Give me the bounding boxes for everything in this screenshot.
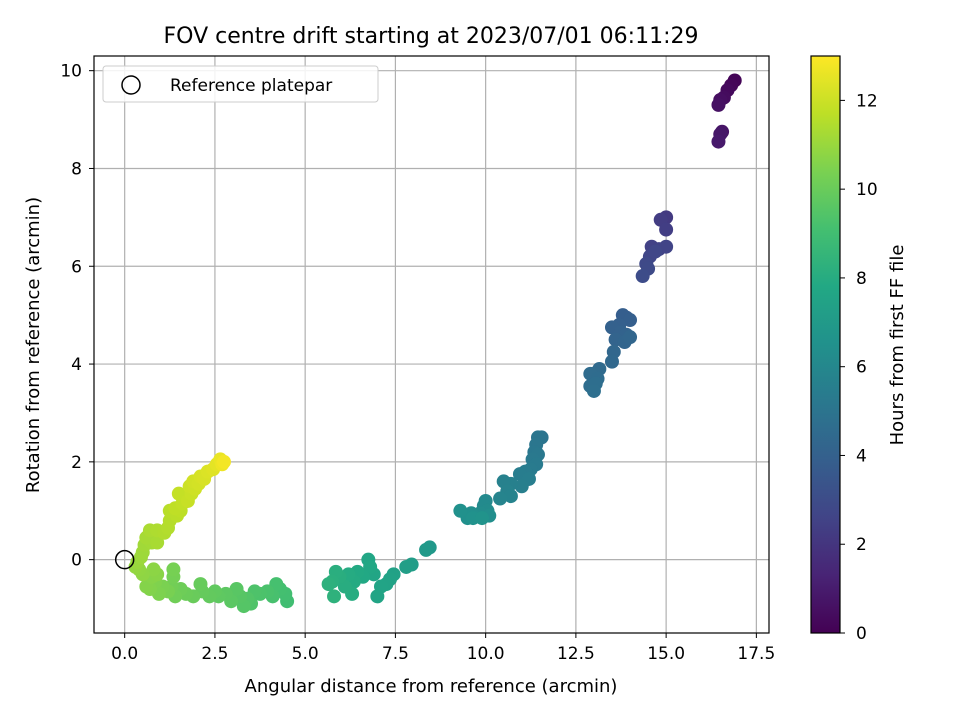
data-point (453, 503, 468, 518)
x-axis-ticks: 0.0 2.5 5.0 7.5 10.0 12.5 15.0 17.5 (111, 633, 775, 664)
colorbar-tick-label: 6 (856, 358, 867, 378)
data-points (128, 73, 742, 614)
x-tick-label: 10.0 (467, 644, 505, 664)
y-tick-label: 10 (60, 62, 82, 82)
y-axis-label: Rotation from reference (arcmin) (23, 197, 44, 493)
data-point (216, 454, 231, 469)
y-axis-ticks: 0 2 4 6 8 10 (60, 62, 94, 571)
data-point (711, 97, 726, 112)
y-tick-label: 0 (71, 551, 82, 571)
data-point (166, 562, 181, 577)
legend-label: Reference platepar (170, 76, 332, 96)
data-point (659, 222, 674, 237)
grid (94, 56, 769, 633)
data-point (193, 577, 208, 592)
x-tick-label: 2.5 (201, 644, 228, 664)
colorbar-label: Hours from first FF file (887, 245, 908, 446)
y-tick-label: 2 (71, 453, 82, 473)
data-point (146, 562, 161, 577)
x-tick-label: 5.0 (292, 644, 319, 664)
legend: Reference platepar (102, 65, 379, 103)
data-point (648, 244, 663, 259)
data-point (503, 489, 518, 504)
data-point (659, 239, 674, 254)
data-point (419, 542, 434, 557)
data-point (586, 383, 601, 398)
plot-frame (93, 55, 770, 634)
legend-marker-icon (121, 75, 141, 95)
data-point (635, 269, 650, 284)
colorbar-tick-label: 0 (856, 624, 867, 644)
x-axis-label: Angular distance from reference (arcmin) (245, 676, 618, 697)
chart-title: FOV centre drift starting at 2023/07/01 … (164, 24, 699, 49)
colorbar-gradient (810, 55, 841, 634)
y-tick-label: 4 (71, 355, 82, 375)
reference-platepar-marker (114, 549, 135, 570)
data-point (327, 589, 342, 604)
x-tick-label: 7.5 (382, 644, 409, 664)
data-point (370, 589, 385, 604)
data-point (514, 479, 529, 494)
y-tick-label: 8 (71, 159, 82, 179)
legend-box (102, 65, 379, 103)
data-point (623, 330, 638, 345)
colorbar-tick-label: 10 (856, 180, 878, 200)
colorbar-tick-label: 2 (856, 535, 867, 555)
data-point (150, 535, 165, 550)
colorbar-tick-label: 12 (856, 91, 878, 111)
data-point (623, 313, 638, 328)
x-tick-label: 12.5 (557, 644, 595, 664)
plot-area: 0.0 2.5 5.0 7.5 10.0 12.5 15.0 17.5 0 2 4 6 8 10 (60, 55, 775, 664)
colorbar-tick-label: 8 (856, 269, 867, 289)
colorbar-tick-label: 4 (856, 446, 867, 466)
data-point (321, 577, 336, 592)
colorbar-ticks: 0 2 4 6 8 10 12 (840, 91, 878, 644)
data-point (493, 491, 508, 506)
data-point (399, 559, 414, 574)
x-tick-label: 15.0 (647, 644, 685, 664)
x-tick-label: 0.0 (111, 644, 138, 664)
y-tick-label: 6 (71, 257, 82, 277)
x-tick-label: 17.5 (737, 644, 775, 664)
data-point (604, 354, 619, 369)
data-point (475, 511, 490, 526)
data-point (229, 581, 244, 596)
data-point (711, 134, 726, 149)
plot-background (94, 56, 769, 633)
colorbar: 0 2 4 6 8 10 12 Hours from first FF file (810, 55, 908, 644)
data-point (363, 559, 378, 574)
